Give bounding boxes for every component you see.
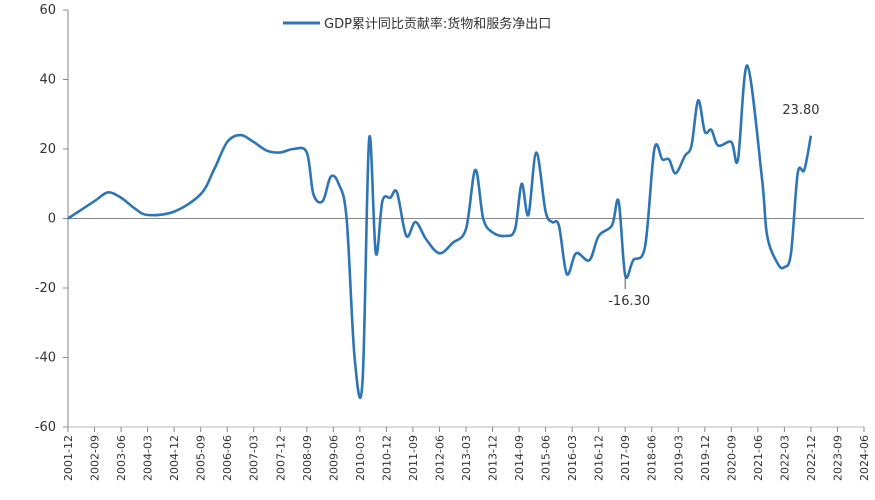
x-tick-label: 2010-03: [354, 435, 367, 481]
x-tick-label: 2017-09: [619, 435, 632, 481]
x-tick-label: 2022-12: [805, 435, 818, 481]
x-tick-label: 2018-06: [646, 435, 659, 481]
x-axis: 2001-12 2002-09 2003-06 2004-03 2004-12 2005-…: [62, 218, 871, 481]
y-tick-label: -60: [35, 420, 56, 435]
x-tick-label: 2007-03: [248, 435, 261, 481]
x-tick-label: 2010-12: [380, 435, 393, 481]
x-tick-label: 2001-12: [62, 435, 75, 481]
x-tick-label: 2002-09: [89, 435, 102, 481]
annotation-label: -16.30: [608, 294, 650, 309]
x-tick-label: 2023-09: [831, 435, 844, 481]
x-tick-label: 2011-09: [407, 435, 420, 481]
x-tick-label: 2021-06: [752, 435, 765, 481]
x-tick-label: 2019-12: [699, 435, 712, 481]
annotations: 23.80 -16.30: [608, 103, 819, 309]
series-line: [67, 64, 813, 400]
x-tick-label: 2019-03: [672, 435, 685, 481]
x-tick-label: 2013-03: [460, 435, 473, 481]
x-tick-label: 2006-06: [221, 435, 234, 481]
y-tick-label: -20: [35, 281, 56, 296]
legend: GDP累计同比贡献率:货物和服务净出口: [283, 16, 551, 32]
x-tick-label: 2024-06: [858, 435, 871, 481]
x-tick-label: 2008-09: [301, 435, 314, 481]
y-tick-label: 40: [39, 73, 56, 88]
x-tick-label: 2004-03: [142, 435, 155, 481]
x-tick-label: 2007-12: [274, 435, 287, 481]
annotation-label: 23.80: [782, 103, 819, 118]
x-tick-label: 2005-09: [195, 435, 208, 481]
x-tick-label: 2016-03: [566, 435, 579, 481]
x-tick-label: 2012-06: [433, 435, 446, 481]
y-tick-label: 0: [48, 212, 56, 227]
legend-label: GDP累计同比贡献率:货物和服务净出口: [324, 16, 551, 32]
x-tick-label: 2015-06: [540, 435, 553, 481]
x-tick-label: 2004-12: [168, 435, 181, 481]
x-tick-label: 2003-06: [115, 435, 128, 481]
x-tick-label: 2009-06: [327, 435, 340, 481]
y-tick-label: 60: [39, 3, 56, 18]
x-tick-label: 2020-09: [725, 435, 738, 481]
x-tick-label: 2022-03: [778, 435, 791, 481]
y-axis: 60 40 20 0 -20 -40 -60: [35, 3, 69, 435]
series-group: [67, 64, 813, 400]
y-tick-label: 20: [39, 142, 56, 157]
x-tick-label: 2013-12: [487, 435, 500, 481]
x-tick-label: 2016-12: [593, 435, 606, 481]
y-tick-label: -40: [35, 351, 56, 366]
x-tick-label: 2014-09: [513, 435, 526, 481]
